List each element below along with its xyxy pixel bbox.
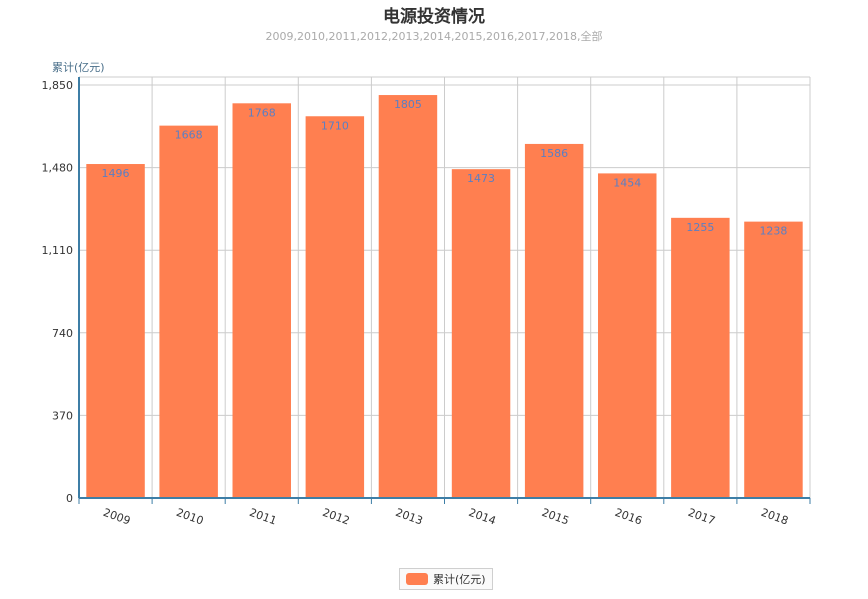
y-axis-label: 累计(亿元) — [52, 61, 105, 74]
bar — [86, 164, 145, 498]
legend-label: 累计(亿元) — [433, 573, 486, 586]
x-tick-label: 2018 — [759, 506, 790, 528]
bar — [671, 217, 730, 499]
y-tick-label: 740 — [52, 327, 73, 340]
x-tick-label: 2017 — [686, 506, 717, 528]
x-tick-label: 2011 — [248, 506, 279, 528]
y-tick-label: 0 — [66, 492, 73, 505]
legend[interactable]: 累计(亿元) — [399, 568, 493, 590]
x-tick-label: 2009 — [101, 506, 132, 528]
bar — [598, 173, 657, 498]
x-tick-label: 2012 — [321, 506, 352, 528]
bar-value-label: 1255 — [686, 221, 714, 234]
bar-value-label: 1668 — [175, 129, 203, 142]
y-tick-label: 1,480 — [42, 162, 74, 175]
bar-value-label: 1710 — [321, 119, 349, 132]
bar-value-label: 1238 — [759, 225, 787, 238]
x-tick-label: 2016 — [613, 506, 644, 528]
x-tick-label: 2014 — [467, 506, 498, 528]
x-tick-label: 2010 — [174, 506, 205, 528]
y-tick-label: 1,110 — [42, 244, 74, 257]
legend-swatch — [406, 573, 428, 585]
bar-value-label: 1473 — [467, 172, 495, 185]
y-tick-label: 1,850 — [42, 79, 74, 92]
bar — [159, 125, 218, 498]
bar-value-label: 1768 — [248, 106, 276, 119]
bar-value-label: 1586 — [540, 147, 568, 160]
x-tick-label: 2015 — [540, 506, 571, 528]
bar — [378, 95, 438, 498]
bar — [232, 103, 291, 499]
bar — [524, 143, 584, 498]
bar — [451, 169, 511, 498]
chart-subtitle: 2009,2010,2011,2012,2013,2014,2015,2016,… — [265, 30, 603, 43]
bar — [305, 116, 365, 498]
chart-title: 电源投资情况 — [383, 7, 485, 27]
bar-value-label: 1454 — [613, 176, 641, 189]
bar — [744, 221, 803, 498]
bar-value-label: 1805 — [394, 98, 422, 111]
bar-value-label: 1496 — [102, 167, 130, 180]
y-tick-label: 370 — [52, 409, 73, 422]
x-tick-label: 2013 — [394, 506, 425, 528]
